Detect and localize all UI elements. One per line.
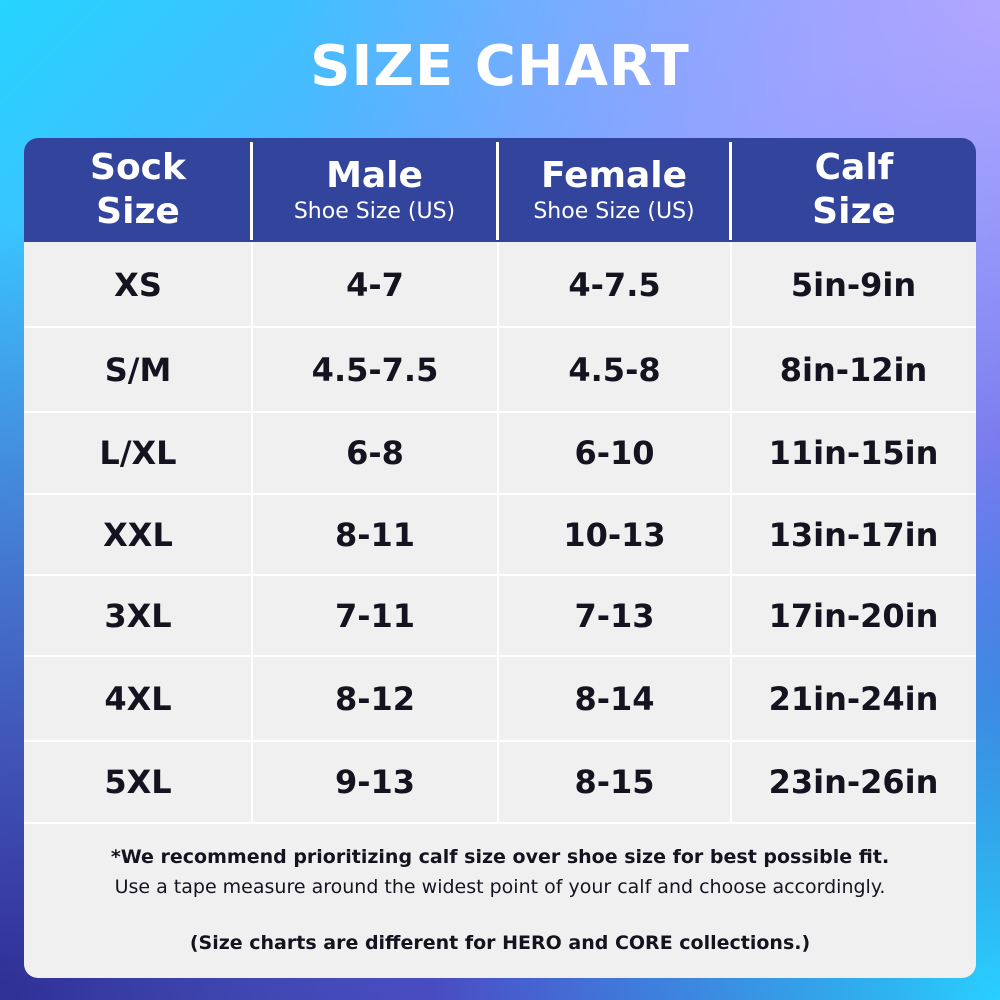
female-shoe-size-cell: 10-13	[563, 515, 666, 554]
row-divider	[24, 655, 976, 657]
header-divider	[729, 142, 732, 240]
column-divider	[497, 242, 499, 823]
male-shoe-size-cell: 4.5-7.5	[311, 350, 439, 389]
calf-size-cell: 8in-12in	[779, 350, 928, 389]
sock-size-cell: 3XL	[104, 596, 172, 635]
row-divider	[24, 822, 976, 824]
sock-size-cell: XS	[114, 265, 162, 304]
calf-size-cell: 21in-24in	[768, 679, 939, 718]
measure-instruction-note: Use a tape measure around the widest poi…	[114, 876, 886, 898]
female-shoe-size-cell: 8-15	[574, 763, 655, 801]
table-row: 4XL 8-12 8-14 21in-24in	[24, 656, 976, 741]
column-divider	[251, 242, 253, 823]
header-male-label: Male	[326, 155, 423, 196]
calf-size-cell: 13in-17in	[768, 515, 939, 554]
sock-size-cell: 5XL	[104, 763, 172, 801]
calf-size-cell: 11in-15in	[768, 434, 939, 472]
male-shoe-size-cell: 7-11	[334, 596, 416, 635]
male-shoe-size-cell: 6-8	[346, 434, 404, 472]
row-divider	[24, 493, 976, 495]
header-divider	[250, 142, 253, 240]
table-row: S/M 4.5-7.5 4.5-8 8in-12in	[24, 327, 976, 412]
row-divider	[24, 574, 976, 576]
row-divider	[24, 740, 976, 742]
header-male: Male Shoe Size (US)	[253, 138, 496, 242]
sock-size-cell: S/M	[104, 350, 172, 389]
header-female-sublabel: Shoe Size (US)	[533, 199, 695, 224]
male-shoe-size-cell: 8-11	[334, 515, 416, 554]
female-shoe-size-cell: 4-7.5	[568, 265, 661, 304]
calf-size-cell: 23in-26in	[768, 763, 939, 801]
table-row: 5XL 9-13 8-15 23in-26in	[24, 741, 976, 823]
column-divider	[730, 242, 732, 823]
header-divider	[496, 142, 499, 240]
header-sock-size: Sock Size	[24, 138, 252, 242]
calf-size-cell: 5in-9in	[790, 265, 917, 304]
collections-note: (Size charts are different for HERO and …	[189, 932, 811, 954]
table-row: 3XL 7-11 7-13 17in-20in	[24, 575, 976, 656]
male-shoe-size-cell: 4-7	[346, 265, 404, 304]
calf-size-cell: 17in-20in	[768, 596, 939, 635]
sock-size-cell: 4XL	[104, 679, 172, 718]
header-male-sublabel: Shoe Size (US)	[293, 199, 456, 224]
sock-size-cell: L/XL	[99, 434, 177, 472]
sock-size-cell: XXL	[103, 515, 173, 554]
table-row: XS 4-7 4-7.5 5in-9in	[24, 242, 976, 327]
size-chart-table: Sock Size Male Shoe Size (US) Female Sho…	[24, 138, 976, 978]
female-shoe-size-cell: 6-10	[574, 434, 655, 472]
header-sock-size-label: Sock Size	[90, 147, 186, 232]
female-shoe-size-cell: 4.5-8	[568, 350, 661, 389]
table-row: XXL 8-11 10-13 13in-17in	[24, 494, 976, 575]
female-shoe-size-cell: 8-14	[574, 679, 655, 718]
header-female-label: Female	[540, 155, 688, 196]
header-female: Female Shoe Size (US)	[499, 138, 729, 242]
male-shoe-size-cell: 9-13	[334, 763, 416, 801]
male-shoe-size-cell: 8-12	[334, 679, 416, 718]
header-calf-size-label: Calf Size	[812, 147, 896, 232]
row-divider	[24, 326, 976, 328]
table-row: L/XL 6-8 6-10 11in-15in	[24, 412, 976, 494]
page-title: SIZE CHART	[310, 34, 690, 99]
female-shoe-size-cell: 7-13	[574, 596, 655, 635]
row-divider	[24, 411, 976, 413]
table-header: Sock Size Male Shoe Size (US) Female Sho…	[24, 138, 976, 242]
header-calf-size: Calf Size	[732, 138, 976, 242]
fit-recommendation-note: *We recommend prioritizing calf size ove…	[110, 846, 890, 868]
